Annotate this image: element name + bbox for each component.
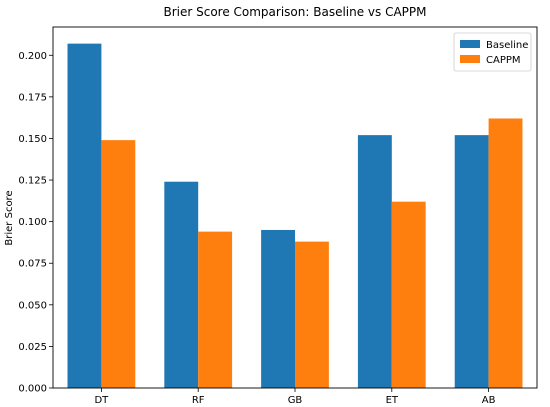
bar-cappm-gb: [295, 241, 329, 388]
y-tick-label: 0.150: [18, 134, 47, 145]
y-tick-label: 0.200: [18, 51, 47, 62]
legend-swatch-cappm: [460, 55, 480, 63]
bar-cappm-dt: [101, 140, 136, 388]
y-tick-label: 0.125: [18, 176, 47, 187]
y-axis-label: Brier Score: [4, 190, 15, 245]
plot-frame: [52, 26, 538, 389]
legend: Baseline CAPPM: [453, 32, 532, 72]
plot-area: 0.000 0.025 0.050 0.075 0.100 0.125 0.150 0.175…: [18, 43, 523, 406]
bar-baseline-ab: [454, 135, 489, 388]
y-tick-label: 0.075: [18, 259, 47, 270]
legend-swatch-baseline: [460, 40, 480, 48]
bar-cappm-rf: [198, 231, 233, 388]
x-tick-label: DT: [94, 395, 109, 406]
y-tick-label: 0.100: [18, 217, 47, 228]
x-tick-label: ET: [386, 395, 399, 406]
x-tick-label: AB: [482, 395, 496, 406]
bar-cappm-et: [391, 201, 426, 388]
x-tick-label: GB: [288, 395, 303, 406]
bar-baseline-et: [357, 135, 392, 388]
legend-label-cappm: CAPPM: [486, 55, 521, 66]
bar-cappm-ab: [488, 118, 523, 389]
chart-title: Brier Score Comparison: Baseline vs CAPP…: [163, 5, 426, 19]
bar-baseline-dt: [67, 43, 102, 388]
y-tick-label: 0.175: [18, 92, 47, 103]
bar-baseline-gb: [261, 229, 295, 388]
bar-baseline-rf: [164, 181, 199, 388]
legend-label-baseline: Baseline: [486, 40, 528, 51]
y-tick-label: 0.000: [18, 384, 47, 395]
x-tick-label: RF: [192, 395, 205, 406]
y-tick-label: 0.025: [18, 342, 47, 353]
y-tick-label: 0.050: [18, 300, 47, 311]
